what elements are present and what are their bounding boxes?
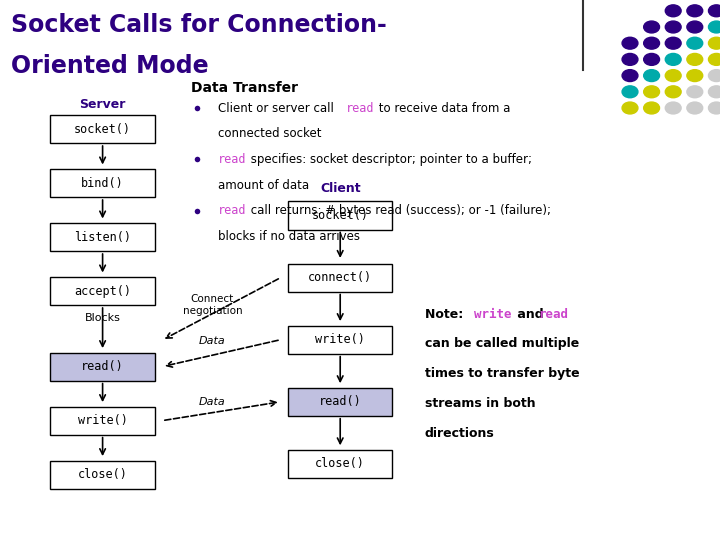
Text: read: read: [538, 308, 568, 321]
Circle shape: [622, 86, 638, 98]
Circle shape: [644, 53, 660, 65]
FancyBboxPatch shape: [50, 169, 155, 197]
Circle shape: [687, 21, 703, 33]
Circle shape: [708, 86, 720, 98]
Text: read: read: [218, 204, 247, 217]
FancyBboxPatch shape: [50, 407, 155, 435]
Circle shape: [622, 70, 638, 82]
Circle shape: [644, 102, 660, 114]
FancyBboxPatch shape: [50, 353, 155, 381]
Circle shape: [687, 86, 703, 98]
Circle shape: [622, 53, 638, 65]
FancyBboxPatch shape: [288, 201, 392, 229]
Text: amount of data: amount of data: [218, 179, 310, 192]
Text: Blocks: Blocks: [85, 313, 120, 323]
Text: socket(): socket(): [312, 209, 369, 222]
Circle shape: [665, 5, 681, 17]
Text: Client or server call: Client or server call: [218, 102, 341, 114]
Circle shape: [687, 70, 703, 82]
Circle shape: [708, 53, 720, 65]
Text: Oriented Mode: Oriented Mode: [11, 54, 208, 78]
Text: read: read: [218, 153, 247, 166]
Circle shape: [665, 70, 681, 82]
Text: read(): read(): [319, 395, 361, 408]
Circle shape: [708, 70, 720, 82]
Text: Data: Data: [199, 397, 226, 407]
FancyBboxPatch shape: [50, 223, 155, 251]
Text: Data: Data: [199, 336, 226, 346]
FancyBboxPatch shape: [288, 326, 392, 354]
Text: write(): write(): [78, 414, 127, 427]
Circle shape: [708, 5, 720, 17]
Text: close(): close(): [315, 457, 365, 470]
Text: listen(): listen(): [74, 231, 131, 244]
Text: Note:: Note:: [425, 308, 467, 321]
Text: bind(): bind(): [81, 177, 124, 190]
Circle shape: [665, 37, 681, 49]
FancyBboxPatch shape: [50, 277, 155, 305]
Text: read: read: [346, 102, 375, 114]
Circle shape: [687, 5, 703, 17]
Text: Socket Calls for Connection-: Socket Calls for Connection-: [11, 14, 387, 37]
Text: can be called multiple: can be called multiple: [425, 338, 579, 350]
Circle shape: [665, 102, 681, 114]
Text: read(): read(): [81, 360, 124, 373]
Circle shape: [687, 53, 703, 65]
Text: connected socket: connected socket: [218, 127, 322, 140]
Text: and: and: [513, 308, 549, 321]
Text: connect(): connect(): [308, 271, 372, 284]
Text: write(): write(): [315, 333, 365, 346]
Text: blocks if no data arrives: blocks if no data arrives: [218, 230, 360, 243]
Text: socket(): socket(): [74, 123, 131, 136]
Circle shape: [644, 86, 660, 98]
Circle shape: [708, 37, 720, 49]
Circle shape: [622, 102, 638, 114]
FancyBboxPatch shape: [288, 388, 392, 416]
Circle shape: [708, 21, 720, 33]
Circle shape: [665, 86, 681, 98]
Circle shape: [644, 70, 660, 82]
Text: times to transfer byte: times to transfer byte: [425, 367, 580, 380]
Circle shape: [622, 37, 638, 49]
Text: Client: Client: [320, 183, 361, 195]
FancyBboxPatch shape: [288, 450, 392, 478]
Text: specifies: socket descriptor; pointer to a buffer;: specifies: socket descriptor; pointer to…: [247, 153, 532, 166]
Text: write: write: [474, 308, 511, 321]
Circle shape: [644, 37, 660, 49]
Circle shape: [687, 37, 703, 49]
Text: Connect
negotiation: Connect negotiation: [183, 294, 242, 316]
Text: to receive data from a: to receive data from a: [375, 102, 510, 114]
Text: close(): close(): [78, 468, 127, 481]
Text: accept(): accept(): [74, 285, 131, 298]
Text: directions: directions: [425, 427, 495, 440]
Circle shape: [665, 53, 681, 65]
Text: Server: Server: [79, 98, 126, 111]
FancyBboxPatch shape: [50, 115, 155, 143]
Text: streams in both: streams in both: [425, 397, 536, 410]
FancyBboxPatch shape: [288, 264, 392, 292]
Text: call returns: # bytes read (success); or -1 (failure);: call returns: # bytes read (success); or…: [247, 204, 551, 217]
Circle shape: [708, 102, 720, 114]
Text: Data Transfer: Data Transfer: [191, 81, 298, 95]
FancyBboxPatch shape: [50, 461, 155, 489]
Circle shape: [644, 21, 660, 33]
Circle shape: [665, 21, 681, 33]
Circle shape: [687, 102, 703, 114]
